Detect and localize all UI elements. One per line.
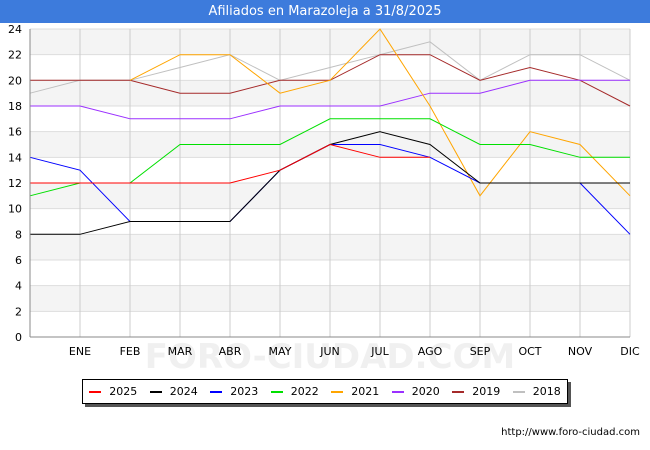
legend-item-2022: 2022	[270, 385, 319, 398]
legend-item-2018: 2018	[512, 385, 561, 398]
y-tick-label: 2	[15, 305, 22, 318]
x-tick-label: NOV	[568, 345, 593, 358]
y-tick-label: 14	[8, 151, 22, 164]
chart-title: Afiliados en Marazoleja a 31/8/2025	[0, 0, 650, 23]
legend-swatch	[270, 390, 283, 393]
y-tick-label: 8	[15, 228, 22, 241]
legend: 2025 2024 2023 2022 2021 2020 2019 2018	[82, 379, 568, 404]
source-credit: http://www.foro-ciudad.com	[501, 427, 640, 438]
x-axis-ticks: ENE FEB MAR ABR MAY JUN JUL AGO SEP OCT NOV DIC	[69, 345, 640, 358]
series-line-2021	[129, 28, 631, 197]
x-tick-label: FEB	[120, 345, 141, 358]
y-tick-label: 24	[8, 23, 22, 36]
axes	[29, 29, 630, 338]
legend-label: 2019	[472, 385, 501, 398]
legend-label: 2023	[230, 385, 259, 398]
legend-label: 2021	[351, 385, 380, 398]
y-tick-label: 22	[8, 49, 22, 62]
x-tick-label: AGO	[418, 345, 443, 358]
series-lines	[29, 28, 631, 235]
legend-swatch	[210, 390, 223, 393]
x-tick-label: ABR	[219, 345, 242, 358]
x-tick-label: DIC	[620, 345, 640, 358]
legend-swatch	[149, 390, 162, 393]
legend-label: 2025	[109, 385, 138, 398]
legend-item-2025: 2025	[89, 385, 137, 398]
y-tick-label: 4	[15, 280, 22, 293]
y-tick-label: 12	[8, 177, 22, 190]
legend-label: 2020	[411, 385, 440, 398]
legend-label: 2024	[169, 385, 198, 398]
legend-item-2019: 2019	[452, 385, 500, 398]
y-tick-label: 16	[8, 126, 22, 139]
x-tick-label: JUL	[370, 345, 389, 358]
x-tick-label: MAR	[168, 345, 193, 358]
y-tick-label: 20	[8, 74, 22, 87]
y-tick-label: 10	[8, 203, 22, 216]
y-tick-label: 18	[8, 100, 22, 113]
legend-item-2023: 2023	[210, 385, 258, 398]
legend-item-2024: 2024	[149, 385, 198, 398]
legend-swatch	[391, 390, 404, 393]
x-tick-label: SEP	[470, 345, 491, 358]
y-tick-label: 0	[15, 331, 22, 344]
x-tick-label: JUN	[319, 345, 340, 358]
legend-swatch	[331, 390, 344, 393]
x-tick-label: OCT	[518, 345, 541, 358]
series-line-2020	[30, 79, 630, 120]
y-tick-label: 6	[15, 254, 22, 267]
legend-label: 2022	[290, 385, 319, 398]
legend-swatch	[89, 390, 102, 393]
legend-swatch	[512, 390, 525, 393]
legend-item-2021: 2021	[331, 385, 379, 398]
legend-swatch	[452, 390, 465, 393]
legend-item-2020: 2020	[391, 385, 440, 398]
series-line-2025	[30, 143, 430, 184]
watermark: FORO-CIUDAD.COM	[145, 337, 516, 377]
x-tick-label: MAY	[269, 345, 292, 358]
x-tick-label: ENE	[69, 345, 91, 358]
legend-label: 2018	[532, 385, 561, 398]
